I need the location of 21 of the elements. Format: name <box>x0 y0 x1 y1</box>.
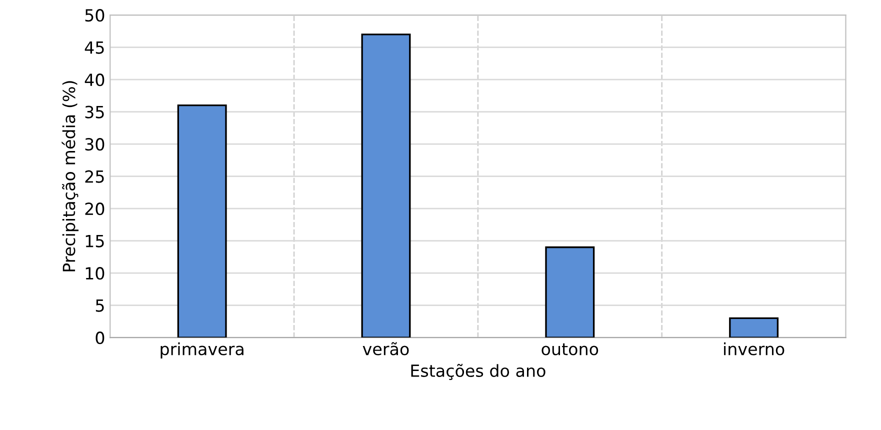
y-tick-label: 40 <box>84 74 104 86</box>
y-tick-label: 50 <box>85 9 104 22</box>
y-tick-label: 45 <box>84 41 104 54</box>
bar <box>361 34 411 338</box>
y-axis-title: Precipitação média (%) <box>62 81 78 272</box>
y-tick-label: 15 <box>86 234 104 248</box>
x-tick-label: outono <box>542 343 598 356</box>
x-tick-label: primavera <box>160 342 244 359</box>
y-tick-label: 25 <box>85 170 104 183</box>
bar <box>729 317 779 338</box>
y-tick-label: 30 <box>85 138 104 151</box>
y-tick-label: 0 <box>96 332 104 344</box>
bar <box>545 246 595 338</box>
y-tick-label: 5 <box>96 299 104 312</box>
bar <box>177 104 227 338</box>
y-tick-label: 10 <box>86 267 104 280</box>
x-axis-title: Estações do ano <box>411 364 546 380</box>
y-tick-label: 35 <box>85 106 104 118</box>
x-tick-label: verão <box>362 342 409 356</box>
x-tick-label: inverno <box>724 342 784 356</box>
y-tick-label: 20 <box>85 202 104 216</box>
